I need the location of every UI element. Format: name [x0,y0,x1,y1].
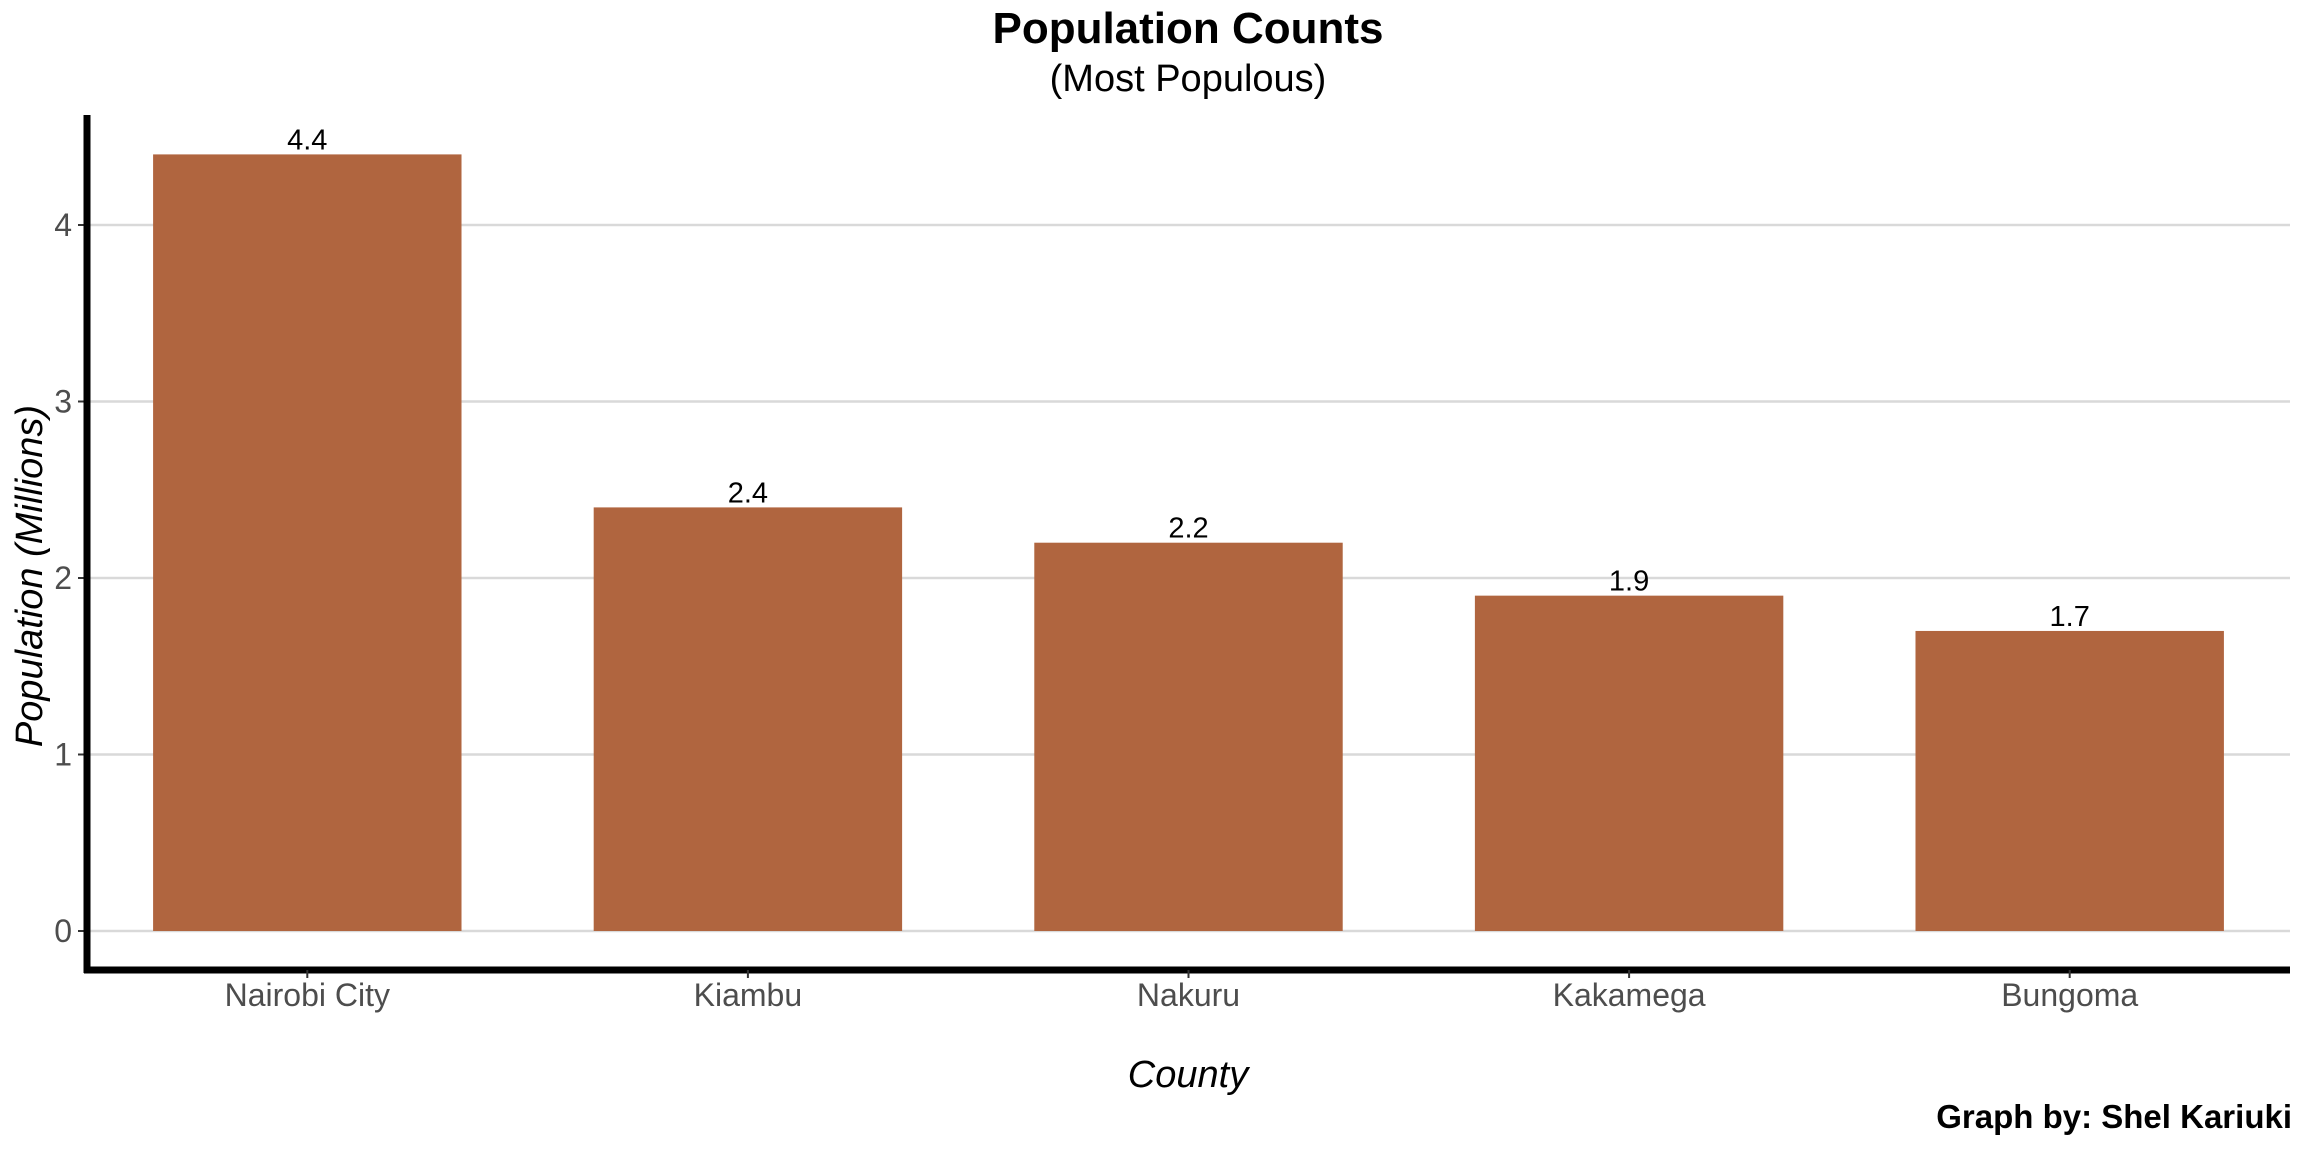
bar [1474,595,1784,931]
y-tick-label: 0 [54,913,72,949]
x-axis-title: County [1128,1054,1250,1096]
y-tick-label: 1 [54,737,72,773]
bar [1034,542,1343,931]
x-tick-label: Kiambu [694,977,803,1013]
y-tick-label: 4 [54,207,72,243]
data-label: 4.4 [287,124,327,156]
x-tick-label: Nairobi City [225,977,390,1013]
data-labels: 4.4 2.4 2.2 1.9 1.7 [287,124,2090,633]
bars [153,154,2224,931]
chart-title: Population Counts [992,4,1384,53]
data-label: 2.2 [1168,513,1208,545]
y-axis-title: Population (Millions) [9,405,51,747]
axes [78,115,2290,978]
bar [153,154,462,931]
data-label: 1.9 [1609,566,1649,598]
chart-subtitle: (Most Populous) [1049,58,1327,100]
x-tick-label: Bungoma [2001,977,2138,1013]
y-tick-labels: 0 1 2 3 4 [54,207,72,949]
caption: Graph by: Shel Kariuki [1936,1098,2292,1135]
y-tick-label: 2 [54,560,72,596]
data-label: 2.4 [728,477,768,509]
y-tick-label: 3 [54,384,72,420]
x-tick-label: Kakamega [1553,977,1706,1013]
bar [593,507,903,931]
x-tick-labels: Nairobi City Kiambu Nakuru Kakamega Bungoma [225,977,2139,1013]
bar [1915,630,2224,931]
x-tick-label: Nakuru [1137,977,1240,1013]
data-label: 1.7 [2050,601,2090,633]
